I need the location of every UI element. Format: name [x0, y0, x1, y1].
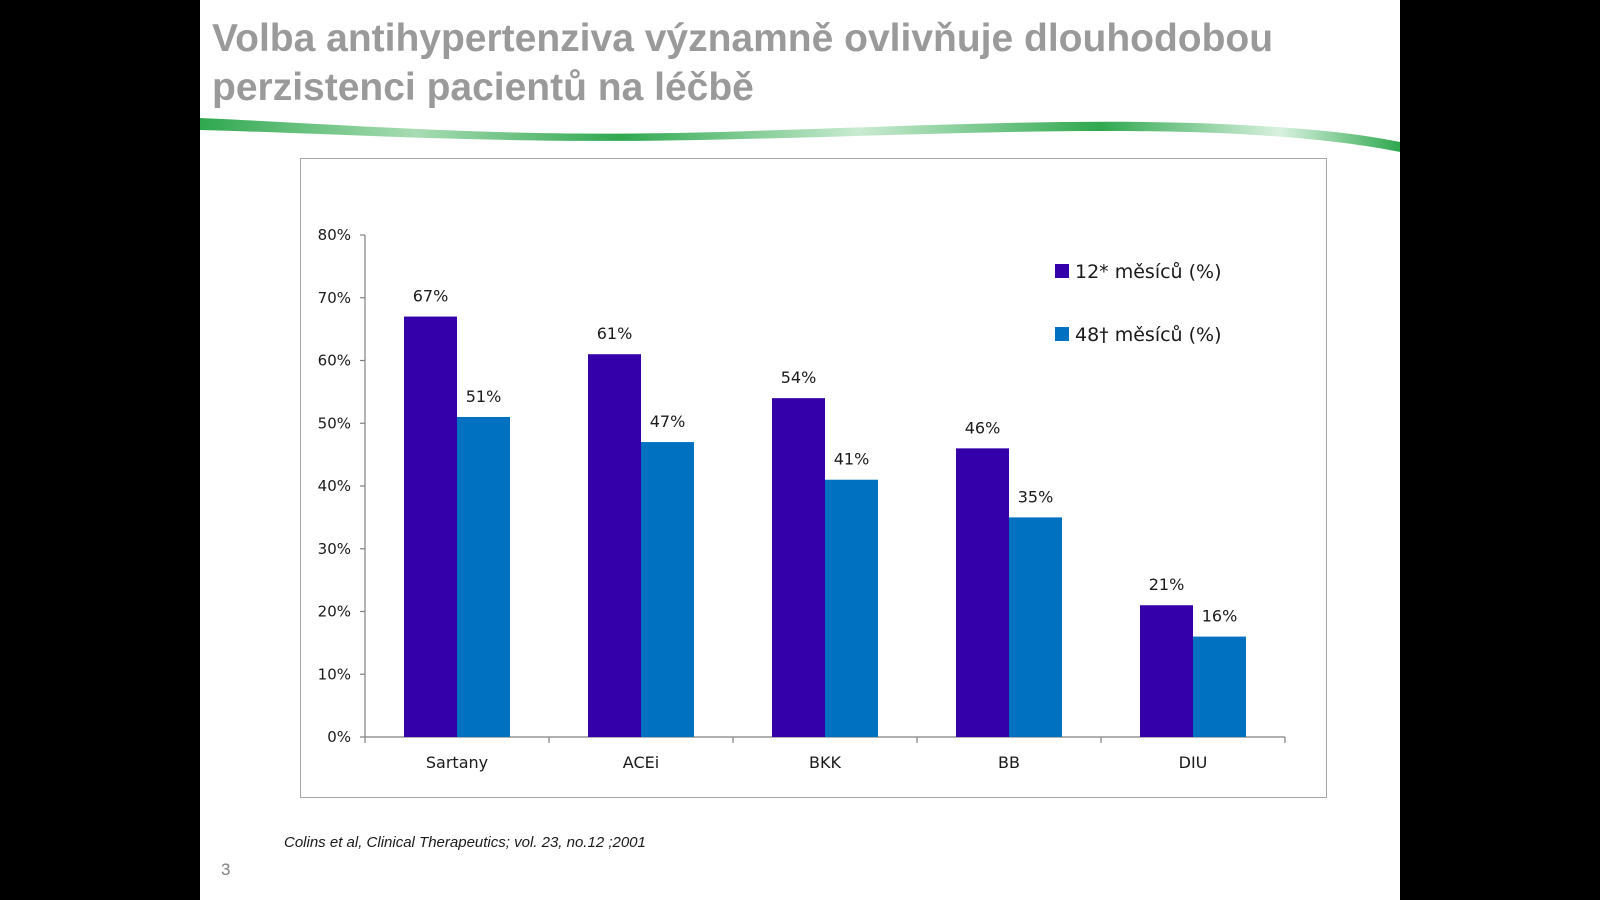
y-tick-label: 10% — [318, 665, 351, 683]
y-tick-label: 40% — [318, 477, 351, 495]
x-category-label: Sartany — [426, 753, 488, 772]
x-category-label: ACEi — [623, 753, 659, 772]
y-tick-label: 50% — [318, 414, 351, 432]
data-label: 61% — [597, 324, 633, 343]
y-tick-label: 60% — [318, 352, 351, 370]
bar — [772, 398, 825, 737]
bar — [1193, 636, 1246, 737]
slide: Volba antihypertenziva významně ovlivňuj… — [200, 0, 1400, 900]
x-category-label: BKK — [809, 753, 841, 772]
page-number: 3 — [221, 860, 231, 879]
data-label: 46% — [965, 418, 1001, 437]
y-tick-label: 20% — [318, 603, 351, 621]
y-tick-label: 80% — [318, 226, 351, 244]
bar — [641, 442, 694, 737]
legend-swatch — [1055, 264, 1069, 278]
citation: Colins et al, Clinical Therapeutics; vol… — [284, 834, 646, 851]
bar — [1140, 605, 1193, 737]
data-label: 51% — [466, 387, 502, 406]
x-category-label: BB — [998, 753, 1020, 772]
data-label: 47% — [650, 412, 686, 431]
legend-label: 48† měsíců (%) — [1075, 324, 1222, 346]
bar — [404, 316, 457, 737]
chart-frame: 0%10%20%30%40%50%60%70%80%Persistence na… — [300, 158, 1327, 798]
legend-label: 12* měsíců (%) — [1075, 261, 1222, 283]
data-label: 54% — [781, 368, 817, 387]
data-label: 67% — [413, 287, 449, 306]
bar — [825, 479, 878, 737]
data-label: 35% — [1018, 487, 1054, 506]
bar-chart: 0%10%20%30%40%50%60%70%80%Persistence na… — [318, 226, 1286, 772]
slide-title: Volba antihypertenziva významně ovlivňuj… — [212, 17, 1274, 109]
y-tick-label: 30% — [318, 540, 351, 558]
data-label: 41% — [834, 450, 870, 469]
legend-swatch — [1055, 327, 1069, 341]
decorative-wave — [200, 118, 1400, 152]
bar — [956, 448, 1009, 737]
x-category-label: DIU — [1179, 753, 1208, 772]
data-label: 16% — [1202, 607, 1238, 626]
y-tick-label: 70% — [318, 289, 351, 307]
bar — [457, 416, 510, 737]
y-tick-label: 0% — [327, 728, 351, 746]
data-label: 21% — [1149, 575, 1185, 594]
bar — [1009, 517, 1062, 737]
bar — [588, 354, 641, 737]
